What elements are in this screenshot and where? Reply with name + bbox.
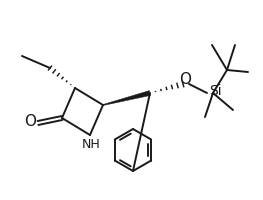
Text: O: O	[24, 114, 36, 130]
Text: Si: Si	[209, 84, 221, 98]
Polygon shape	[103, 91, 151, 105]
Text: O: O	[179, 72, 191, 88]
Text: NH: NH	[82, 138, 100, 150]
